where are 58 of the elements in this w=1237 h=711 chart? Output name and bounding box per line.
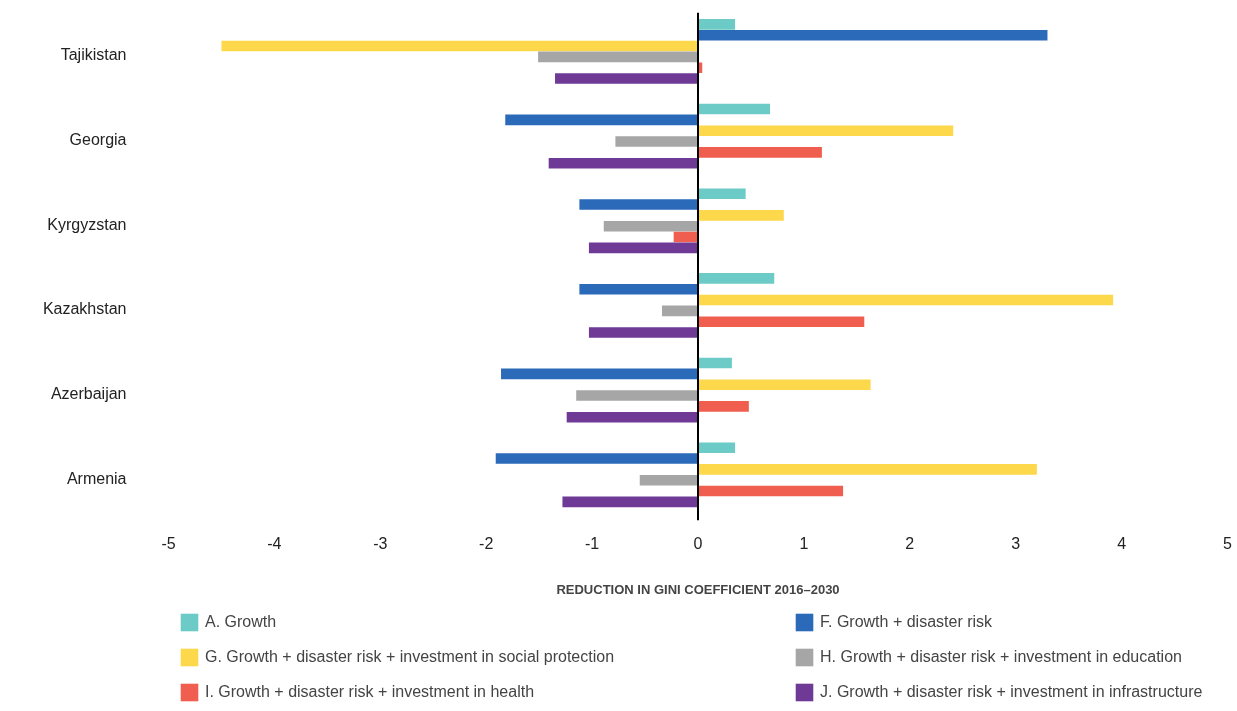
x-axis-title: REDUCTION IN GINI COEFFICIENT 2016–2030 xyxy=(556,581,840,597)
bar xyxy=(588,242,698,254)
x-tick-label: -5 xyxy=(161,534,176,552)
x-tick-label: 5 xyxy=(1223,534,1233,552)
bar xyxy=(555,73,698,84)
y-tick-label: Tajikistan xyxy=(60,46,127,64)
bar xyxy=(548,157,698,169)
bar xyxy=(579,199,698,210)
bar xyxy=(698,294,1114,306)
legend-label: F. Growth + disaster risk xyxy=(820,613,994,631)
bar xyxy=(562,496,698,508)
bar xyxy=(639,474,698,486)
legend-label: A. Growth xyxy=(205,613,278,631)
bar xyxy=(588,327,698,338)
x-tick-label: -3 xyxy=(373,534,388,552)
bar xyxy=(698,188,746,199)
bar xyxy=(698,401,749,412)
bar xyxy=(661,305,698,317)
bar xyxy=(538,51,698,63)
y-tick-label: Kyrgyzstan xyxy=(47,215,127,233)
bar xyxy=(221,40,698,52)
bar xyxy=(698,316,865,327)
legend-label: G. Growth + disaster risk + investment in social protection xyxy=(205,648,616,666)
bar xyxy=(566,411,698,423)
legend-label: J. Growth + disaster risk + investment in infrastructure xyxy=(820,683,1204,701)
bar xyxy=(698,273,775,284)
bar xyxy=(698,442,736,453)
x-tick-label: -2 xyxy=(479,534,494,552)
x-tick-label: 4 xyxy=(1117,534,1127,552)
bar xyxy=(603,220,698,232)
bar xyxy=(579,283,698,295)
bar xyxy=(615,136,698,147)
x-tick-label: 2 xyxy=(905,534,915,552)
bar xyxy=(698,125,954,136)
bar xyxy=(698,379,871,390)
x-tick-label: -1 xyxy=(584,534,600,552)
bar xyxy=(698,103,771,115)
bar xyxy=(495,453,698,464)
bar xyxy=(698,210,784,221)
bar xyxy=(576,390,698,401)
y-tick-label: Georgia xyxy=(69,131,127,148)
bar xyxy=(698,29,1048,41)
x-tick-label: -4 xyxy=(267,534,282,552)
bar xyxy=(698,147,822,158)
legend-label: H. Growth + disaster risk + investment in education xyxy=(820,648,1183,666)
legend-label: I. Growth + disaster risk + investment in health xyxy=(205,683,536,701)
bar xyxy=(501,368,698,380)
bar xyxy=(698,464,1037,475)
y-tick-label: Armenia xyxy=(66,469,127,487)
y-tick-label: Azerbaijan xyxy=(50,385,127,402)
bar xyxy=(505,114,698,126)
bar xyxy=(698,19,736,30)
x-tick-label: 1 xyxy=(799,534,809,552)
bar xyxy=(698,357,732,369)
x-tick-label: 0 xyxy=(693,534,703,552)
bar xyxy=(698,485,844,497)
y-tick-label: Kazakhstan xyxy=(42,300,127,318)
x-tick-label: 3 xyxy=(1011,534,1021,552)
